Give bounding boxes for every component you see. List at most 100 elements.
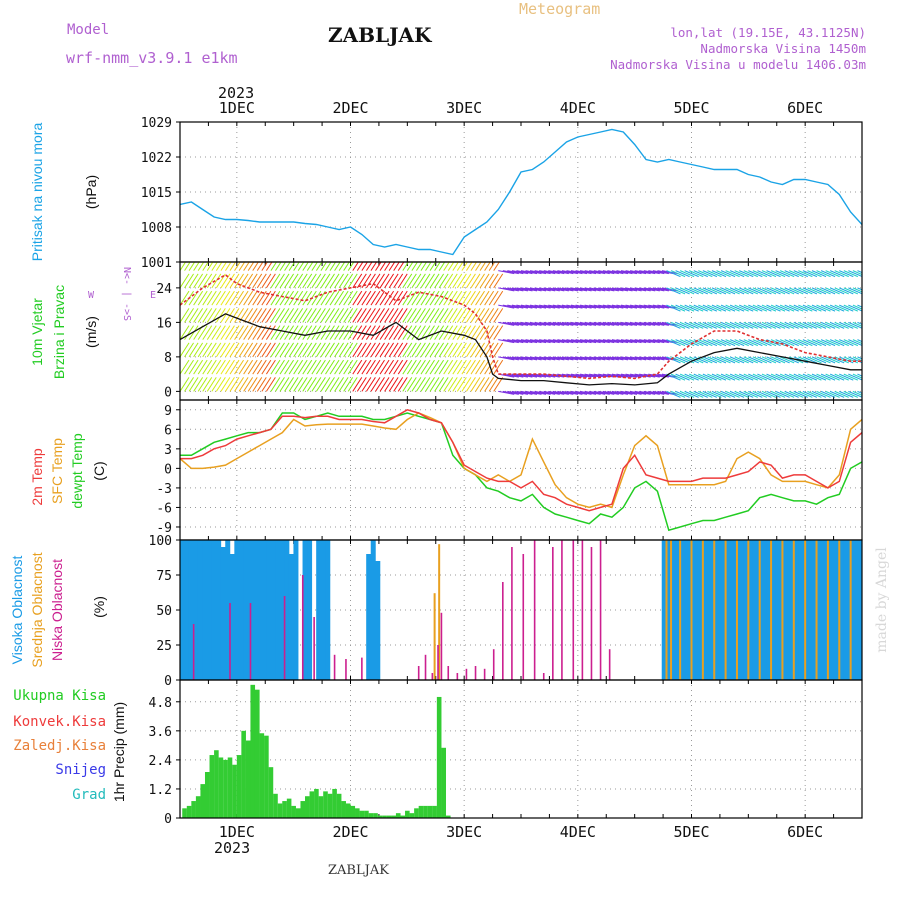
- wind-barb: [611, 339, 629, 344]
- wind-barb: [580, 321, 597, 326]
- wind-barb: [634, 339, 651, 344]
- temperature-plot-area: [180, 408, 862, 532]
- wind-barb: [356, 342, 367, 358]
- cloud-high-bar: [725, 540, 731, 680]
- wind-barb: [743, 390, 758, 398]
- wind-barb: [843, 390, 859, 398]
- wind-barb: [406, 262, 414, 271]
- wind-barb: [279, 308, 290, 323]
- wind-barb: [193, 308, 204, 323]
- wind-barb: [329, 342, 340, 358]
- wind-barb: [502, 287, 519, 292]
- precip-bar: [318, 796, 324, 818]
- wind-barb: [625, 287, 642, 292]
- wind-barb: [461, 290, 472, 306]
- wind-barb: [848, 390, 862, 398]
- wind-barb: [807, 390, 822, 398]
- temp-unit: (C): [91, 461, 107, 480]
- wind-barb: [580, 339, 597, 344]
- wind-barb: [370, 262, 378, 271]
- cloud-low-bar: [552, 547, 554, 680]
- wind-barb: [456, 325, 467, 340]
- wind-barb: [184, 325, 194, 340]
- cloud-high-bar: [843, 540, 849, 680]
- wind-barb: [397, 377, 408, 392]
- wind-barb: [739, 321, 754, 329]
- wind-barb: [275, 308, 285, 323]
- wind-barb: [261, 262, 268, 271]
- wind-barb: [247, 325, 258, 340]
- precip-bar: [391, 815, 396, 818]
- wind-barb: [829, 287, 845, 295]
- wind-barb: [320, 377, 331, 392]
- wind-barb: [402, 342, 413, 358]
- wind-barb: [534, 390, 551, 395]
- cloud-low-bar: [608, 649, 611, 680]
- wind-barb: [197, 325, 208, 340]
- wind-barb: [325, 342, 335, 358]
- cloud-high-bar: [234, 540, 240, 680]
- cloud-mid-bar: [781, 540, 784, 680]
- wind-barb: [693, 356, 708, 364]
- wind-barb: [525, 390, 542, 395]
- wind-barb: [798, 339, 813, 347]
- wind-barb: [634, 321, 651, 326]
- ytick-label: 75: [156, 569, 172, 584]
- wind-barb: [202, 342, 213, 358]
- cloud-low-bar: [456, 673, 459, 680]
- wind-barb: [761, 304, 777, 312]
- wind-barb: [425, 325, 435, 340]
- wind-barb: [452, 273, 463, 289]
- wind-barb: [293, 308, 304, 323]
- wind-ylabel-1: 10m Vjetar: [29, 298, 45, 366]
- wind-barb: [470, 359, 481, 375]
- wind-barb: [543, 339, 560, 344]
- wind-barb: [275, 273, 285, 289]
- wind-barb: [775, 321, 790, 329]
- wind-barb: [698, 339, 713, 347]
- wind-barb: [707, 356, 722, 364]
- wind-barb: [625, 270, 642, 275]
- wind-barb: [652, 304, 669, 309]
- wind-barb: [639, 339, 656, 344]
- compass-s: S: [121, 315, 132, 321]
- wind-barb: [466, 262, 473, 271]
- wind-barb: [411, 325, 422, 340]
- wind-barb: [511, 287, 528, 292]
- wind-barb: [229, 342, 240, 358]
- wind-barb: [734, 321, 749, 329]
- wind-barb: [288, 273, 299, 289]
- wind-barb: [180, 342, 190, 358]
- wind-barb: [425, 273, 435, 289]
- wind-barb: [361, 308, 372, 323]
- wind-barb: [225, 377, 235, 392]
- ytick-label: 0: [164, 674, 172, 689]
- wind-barb: [630, 321, 647, 326]
- wind-barb: [534, 287, 551, 292]
- wind-barb: [293, 273, 304, 289]
- cloud-high-bar: [816, 540, 822, 680]
- wind-barb: [666, 356, 681, 364]
- wind-barb: [802, 270, 818, 278]
- wind-barb: [611, 390, 629, 395]
- wind-barb: [466, 359, 476, 375]
- wind-barb: [589, 287, 606, 292]
- precip-bar: [359, 810, 365, 818]
- wind-barb: [234, 290, 244, 306]
- wind-barb: [443, 308, 454, 323]
- wind-barb: [180, 377, 190, 392]
- precip-bar: [259, 733, 265, 818]
- ytick-label: 1015: [141, 186, 172, 201]
- wind-barb: [393, 273, 404, 289]
- wind-barb: [188, 262, 196, 271]
- wind-barb: [234, 359, 244, 375]
- wind-barb: [188, 377, 199, 392]
- wind-barb: [252, 342, 263, 358]
- wind-barb: [270, 377, 281, 392]
- wind-barb: [238, 273, 249, 289]
- cloud-high-bar: [793, 540, 799, 680]
- wind-barb: [238, 359, 249, 375]
- wind-barb: [502, 356, 519, 361]
- wind-barb: [438, 377, 449, 392]
- precip-bar: [273, 793, 278, 818]
